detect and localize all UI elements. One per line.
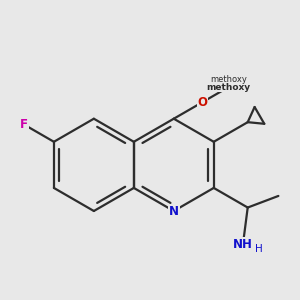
Text: methoxy: methoxy (206, 82, 250, 91)
Text: O: O (198, 96, 208, 109)
Text: H: H (255, 244, 263, 254)
Text: methoxy: methoxy (210, 74, 247, 83)
Text: F: F (20, 118, 28, 131)
Text: NH: NH (233, 238, 253, 251)
Text: N: N (169, 205, 179, 218)
